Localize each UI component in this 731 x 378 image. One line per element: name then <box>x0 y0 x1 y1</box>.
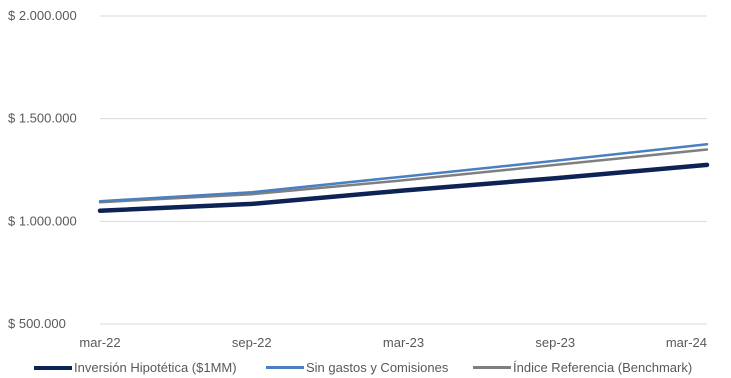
x-tick-label: sep-22 <box>232 335 272 350</box>
legend-swatch <box>266 366 304 369</box>
legend-item-3: Índice Referencia (Benchmark) <box>473 360 692 375</box>
legend-label: Inversión Hipotética ($1MM) <box>74 360 237 375</box>
series-lines <box>97 143 710 213</box>
series-line-1 <box>97 162 710 213</box>
x-tick-label: sep-23 <box>535 335 575 350</box>
y-axis-tick-labels: $ 500.000 $ 1.000.000 $ 1.500.000 $ 2.000.0… <box>8 8 77 331</box>
y-tick-label: $ 500.000 <box>8 316 66 331</box>
chart-legend: Inversión Hipotética ($1MM) Sin gastos y … <box>0 356 731 378</box>
legend-item-2: Sin gastos y Comisiones <box>266 360 448 375</box>
x-tick-label: mar-22 <box>79 335 120 350</box>
y-tick-label: $ 1.500.000 <box>8 111 77 126</box>
legend-swatch <box>34 365 72 370</box>
legend-label: Índice Referencia (Benchmark) <box>513 360 693 375</box>
x-axis-tick-labels: mar-22 sep-22 mar-23 sep-23 mar-24 <box>79 335 707 350</box>
y-tick-label: $ 2.000.000 <box>8 8 77 23</box>
series-line-2 <box>98 143 709 203</box>
x-tick-label: mar-24 <box>666 335 707 350</box>
legend-label: Sin gastos y Comisiones <box>306 360 449 375</box>
legend-item-1: Inversión Hipotética ($1MM) <box>34 360 237 375</box>
legend-swatch <box>473 366 511 369</box>
x-tick-label: mar-23 <box>383 335 424 350</box>
series-line-3 <box>98 148 709 204</box>
gridlines <box>100 15 707 325</box>
y-tick-label: $ 1.000.000 <box>8 213 77 228</box>
